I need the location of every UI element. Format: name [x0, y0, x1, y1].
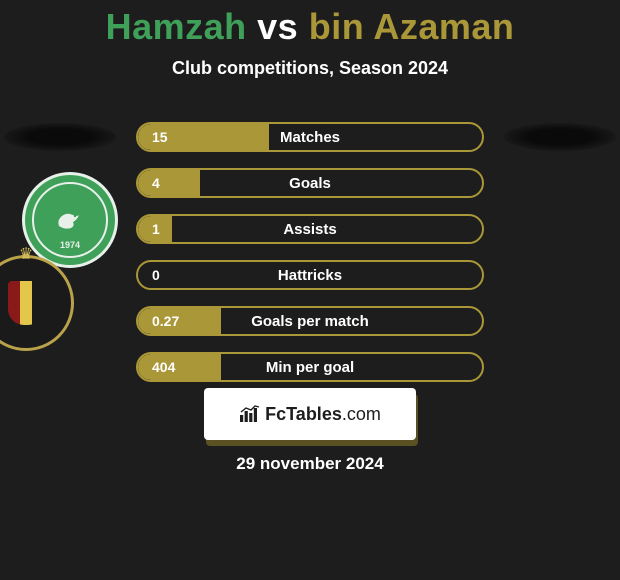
shadow-left: [4, 123, 116, 151]
club-crest-right: ♛: [0, 255, 74, 351]
chart-icon: [239, 405, 261, 423]
stat-label: Goals: [138, 170, 482, 196]
shield-icon: [8, 281, 44, 325]
stat-rows: 15Matches 4Goals 1Assists 0Hattricks 0.27Goa…: [136, 122, 484, 398]
brand-box: FcTables.com: [204, 388, 416, 440]
stat-label: Matches: [138, 124, 482, 150]
brand-name: FcTables: [265, 404, 342, 424]
bird-icon: [53, 206, 87, 234]
player2-name: bin Azaman: [309, 6, 515, 47]
stat-row: 404Min per goal: [136, 352, 484, 382]
stat-row: 0.27Goals per match: [136, 306, 484, 336]
comparison-title: Hamzah vs bin Azaman: [0, 0, 620, 48]
subtitle: Club competitions, Season 2024: [0, 58, 620, 79]
date-text: 29 november 2024: [0, 454, 620, 474]
player1-name: Hamzah: [106, 6, 247, 47]
crown-icon: ♛: [19, 244, 33, 264]
crest-left-year: 1974: [60, 240, 80, 250]
club-crest-left: 1974: [22, 172, 118, 268]
brand-domain: .com: [342, 404, 381, 424]
vs-text: vs: [257, 6, 298, 47]
shadow-right: [504, 123, 616, 151]
stat-row: 0Hattricks: [136, 260, 484, 290]
stat-label: Assists: [138, 216, 482, 242]
brand-text: FcTables.com: [265, 404, 381, 425]
stat-label: Hattricks: [138, 262, 482, 288]
stat-label: Min per goal: [138, 354, 482, 380]
stat-label: Goals per match: [138, 308, 482, 334]
crest-left-ring: 1974: [32, 182, 108, 258]
stat-row: 15Matches: [136, 122, 484, 152]
stat-row: 4Goals: [136, 168, 484, 198]
stat-row: 1Assists: [136, 214, 484, 244]
